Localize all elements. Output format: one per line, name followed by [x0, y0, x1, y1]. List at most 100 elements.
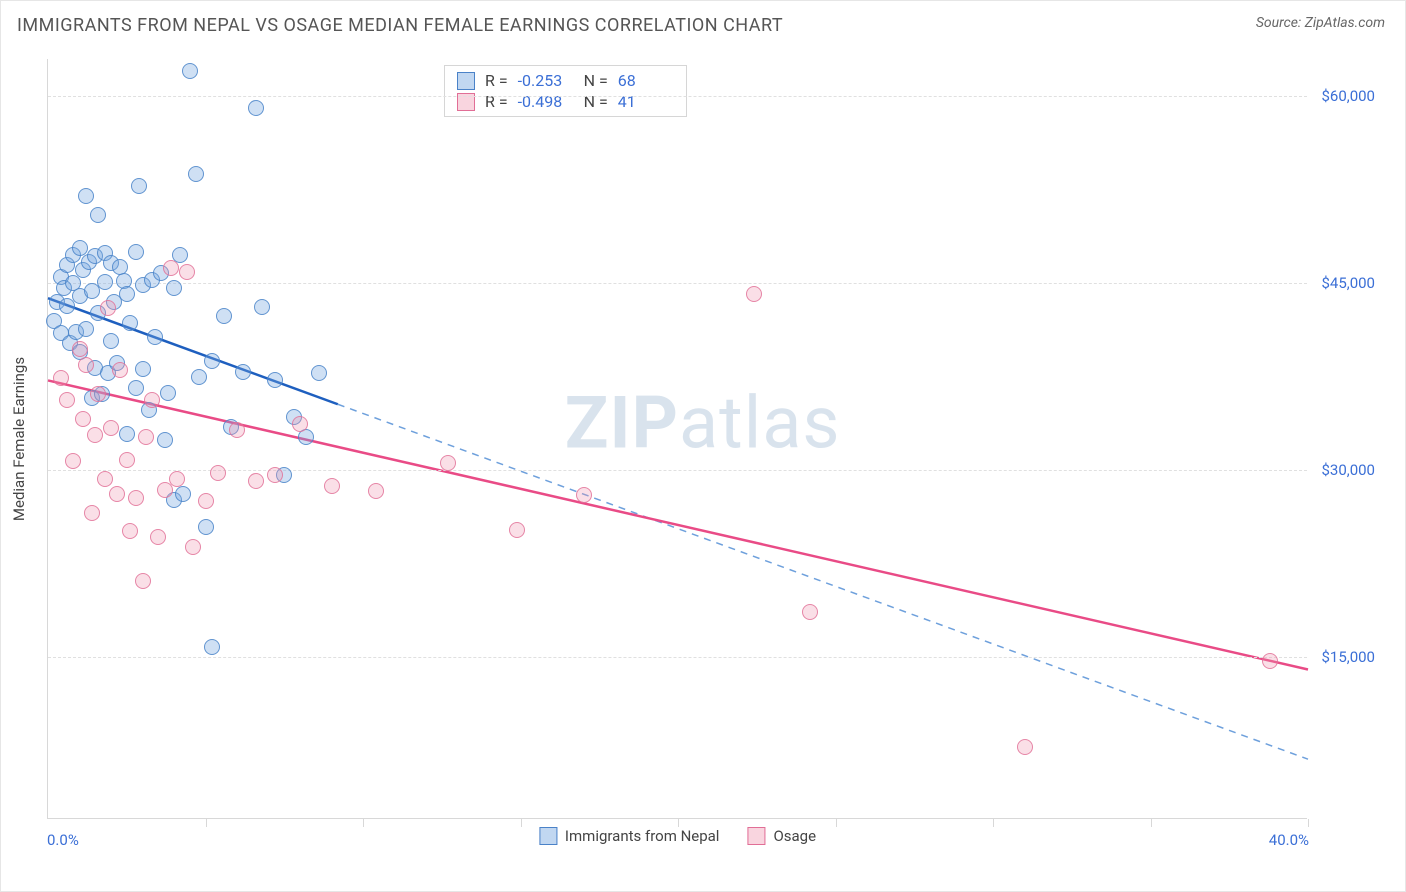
data-point: [169, 471, 185, 487]
data-point: [179, 264, 195, 280]
data-point: [138, 429, 154, 445]
data-point: [198, 519, 214, 535]
x-tick: [521, 819, 522, 827]
r-value-1: -0.253: [518, 71, 574, 90]
chart-container: IMMIGRANTS FROM NEPAL VS OSAGE MEDIAN FE…: [0, 0, 1406, 892]
source-label: Source: ZipAtlas.com: [1256, 15, 1385, 31]
x-axis-min-label: 0.0%: [47, 831, 79, 849]
data-point: [166, 280, 182, 296]
data-point: [746, 286, 762, 302]
data-point: [103, 420, 119, 436]
data-point: [78, 357, 94, 373]
x-tick: [1151, 819, 1152, 827]
x-axis-max-label: 40.0%: [1269, 831, 1309, 849]
data-point: [147, 329, 163, 345]
legend-item-1: Immigrants from Nepal: [539, 827, 720, 845]
trend-lines-layer: [48, 59, 1308, 819]
data-point: [172, 247, 188, 263]
data-point: [87, 427, 103, 443]
data-point: [72, 341, 88, 357]
y-tick-label: $15,000: [1311, 648, 1375, 666]
trend-line-dashed: [338, 404, 1308, 759]
data-point: [185, 539, 201, 555]
data-point: [128, 380, 144, 396]
data-point: [135, 361, 151, 377]
legend-label-2: Osage: [773, 827, 816, 845]
plot-wrap: Median Female Earnings ZIPatlas R = -0.2…: [47, 59, 1377, 819]
data-point: [204, 353, 220, 369]
data-point: [150, 529, 166, 545]
data-point: [84, 505, 100, 521]
legend-label-1: Immigrants from Nepal: [565, 827, 720, 845]
header: IMMIGRANTS FROM NEPAL VS OSAGE MEDIAN FE…: [1, 1, 1405, 42]
data-point: [254, 299, 270, 315]
swatch-blue: [539, 827, 557, 845]
data-point: [119, 452, 135, 468]
gridline-h: [48, 283, 1307, 284]
data-point: [188, 166, 204, 182]
data-point: [1262, 653, 1278, 669]
swatch-blue: [457, 72, 475, 90]
bottom-legend: Immigrants from Nepal Osage: [539, 827, 816, 845]
data-point: [204, 639, 220, 655]
y-tick-label: $30,000: [1311, 461, 1375, 479]
data-point: [103, 333, 119, 349]
data-point: [248, 100, 264, 116]
data-point: [267, 467, 283, 483]
data-point: [144, 392, 160, 408]
r-label: R =: [485, 71, 508, 90]
x-tick: [836, 819, 837, 827]
data-point: [157, 432, 173, 448]
data-point: [112, 362, 128, 378]
data-point: [53, 370, 69, 386]
stats-row-series-2: R = -0.498 N = 41: [457, 91, 674, 112]
r-value-2: -0.498: [518, 92, 574, 111]
data-point: [191, 369, 207, 385]
swatch-pink: [457, 93, 475, 111]
x-tick: [993, 819, 994, 827]
y-tick-label: $45,000: [1311, 274, 1375, 292]
data-point: [182, 63, 198, 79]
data-point: [229, 422, 245, 438]
x-tick: [678, 819, 679, 827]
data-point: [90, 386, 106, 402]
data-point: [235, 364, 251, 380]
data-point: [97, 471, 113, 487]
legend-item-2: Osage: [747, 827, 816, 845]
data-point: [440, 455, 456, 471]
data-point: [163, 260, 179, 276]
gridline-h: [48, 470, 1307, 471]
data-point: [324, 478, 340, 494]
x-tick: [1308, 819, 1309, 827]
plot-area: ZIPatlas R = -0.253 N = 68 R = -0.498 N …: [47, 59, 1307, 819]
y-axis-label: Median Female Earnings: [10, 357, 28, 521]
gridline-h: [48, 96, 1307, 97]
data-point: [119, 426, 135, 442]
data-point: [157, 482, 173, 498]
data-point: [109, 486, 125, 502]
stats-row-series-1: R = -0.253 N = 68: [457, 70, 674, 91]
data-point: [210, 465, 226, 481]
data-point: [75, 411, 91, 427]
gridline-h: [48, 657, 1307, 658]
data-point: [368, 483, 384, 499]
data-point: [128, 244, 144, 260]
data-point: [248, 473, 264, 489]
data-point: [122, 315, 138, 331]
data-point: [78, 321, 94, 337]
data-point: [119, 286, 135, 302]
data-point: [311, 365, 327, 381]
data-point: [100, 300, 116, 316]
data-point: [1017, 739, 1033, 755]
n-value-1: 68: [618, 71, 674, 90]
n-label: N =: [584, 71, 608, 90]
data-point: [509, 522, 525, 538]
x-tick: [206, 819, 207, 827]
r-label: R =: [485, 92, 508, 111]
data-point: [128, 490, 144, 506]
data-point: [216, 308, 232, 324]
n-label: N =: [584, 92, 608, 111]
y-tick-label: $60,000: [1311, 87, 1375, 105]
data-point: [97, 274, 113, 290]
data-point: [78, 188, 94, 204]
